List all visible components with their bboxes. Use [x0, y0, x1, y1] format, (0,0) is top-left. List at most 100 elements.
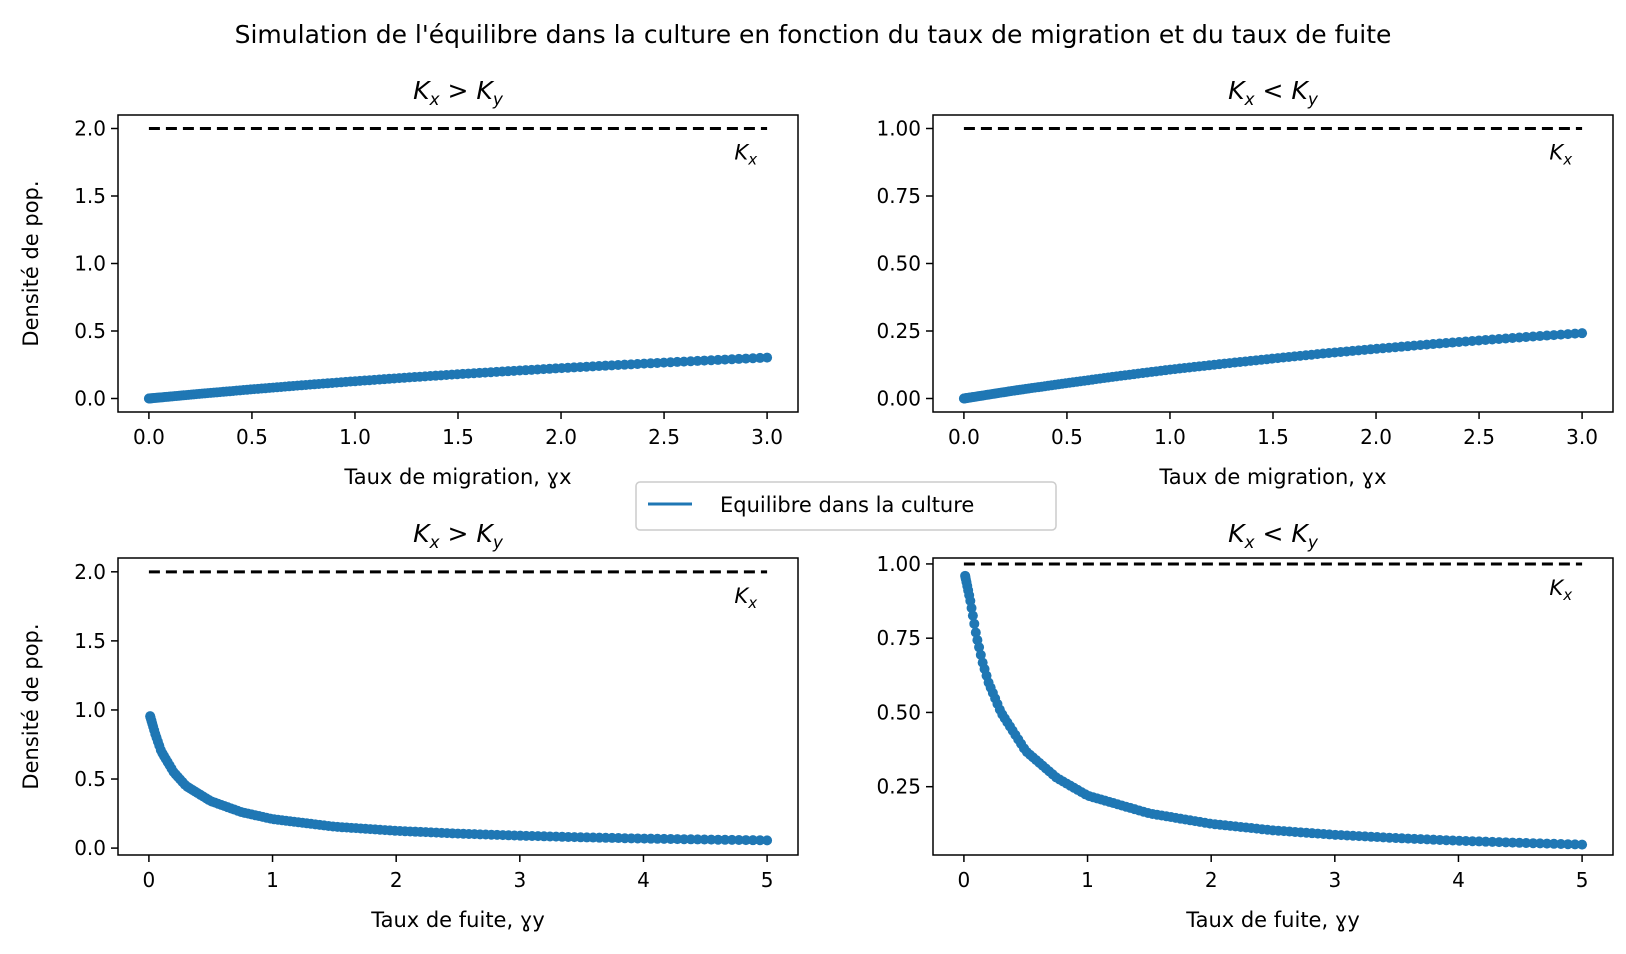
data-point — [1562, 839, 1573, 850]
x-tick-label: 3 — [1328, 868, 1341, 892]
kx-reference-label: Kx — [1549, 141, 1572, 169]
x-tick-label: 2 — [390, 868, 403, 892]
x-tick-label: 2.5 — [648, 425, 680, 449]
x-axis-label: Taux de fuite, ɣy — [370, 908, 545, 932]
y-tick-label: 1.00 — [876, 117, 921, 141]
x-tick-label: 1 — [266, 868, 279, 892]
series-1 — [143, 352, 773, 404]
subplot-2: Kx < Ky Kx 0.0 0.5 1.0 1.5 2.0 2.5 3.0 0.00 0.25 0.… — [876, 76, 1614, 489]
x-axis-label: Taux de migration, ɣx — [1158, 465, 1386, 489]
kx-reference-label: Kx — [734, 141, 757, 169]
y-tick-label: 2.0 — [74, 117, 106, 141]
y-tick-label: 2.0 — [74, 560, 106, 584]
y-tick-label: 0.00 — [876, 387, 921, 411]
subplot-title: Kx < Ky — [1228, 76, 1319, 110]
legend-label: Equilibre dans la culture — [720, 493, 974, 517]
y-tick-label: 0.25 — [876, 775, 921, 799]
data-point — [740, 835, 751, 846]
data-point — [967, 610, 978, 621]
data-point — [969, 618, 980, 629]
axes-frame — [932, 114, 1614, 413]
x-tick-label: 0.0 — [948, 425, 980, 449]
data-point — [970, 627, 981, 638]
data-point — [966, 602, 977, 613]
legend: Equilibre dans la culture — [635, 481, 1057, 531]
data-point — [720, 834, 731, 845]
x-tick-label: 0.0 — [133, 425, 165, 449]
data-point — [1548, 838, 1559, 849]
subplot-title: Kx > Ky — [413, 76, 504, 110]
y-tick-label: 1.5 — [74, 629, 106, 653]
y-tick-label: 0.75 — [876, 184, 921, 208]
x-tick-label: 1.5 — [442, 425, 474, 449]
axes-frame — [932, 557, 1614, 856]
series-1 — [145, 711, 773, 846]
subplot-3: Kx > Ky Kx 0 1 2 3 4 5 0.0 0.5 1.0 1.5 2.0 Taux de fu… — [19, 519, 799, 932]
kx-reference-label: Kx — [734, 584, 757, 612]
axes-frame — [117, 114, 799, 413]
x-tick-label: 0 — [143, 868, 156, 892]
data-point — [974, 642, 985, 653]
data-point — [1570, 839, 1581, 850]
x-tick-label: 4 — [637, 868, 650, 892]
x-tick-label: 1.5 — [1257, 425, 1289, 449]
data-point — [733, 353, 744, 364]
axes-frame — [117, 557, 799, 856]
x-tick-label: 1 — [1081, 868, 1094, 892]
data-point — [1541, 838, 1552, 849]
data-point — [1555, 838, 1566, 849]
y-tick-label: 0.75 — [876, 626, 921, 650]
x-tick-label: 2.0 — [1360, 425, 1392, 449]
data-point — [733, 834, 744, 845]
kx-reference-label: Kx — [1549, 576, 1572, 604]
figure-suptitle: Simulation de l'équilibre dans la cultur… — [235, 20, 1392, 49]
data-point — [975, 649, 986, 660]
x-tick-label: 0.5 — [236, 425, 268, 449]
subplot-1: Kx > Ky Kx 0.0 0.5 1.0 1.5 2.0 2.5 3.0 0.0 0.5 1.0 1… — [19, 76, 799, 489]
y-tick-label: 0.5 — [74, 319, 106, 343]
y-tick-label: 1.5 — [74, 184, 106, 208]
y-tick-label: 0.0 — [74, 836, 106, 860]
y-tick-label: 1.00 — [876, 552, 921, 576]
x-tick-label: 1.0 — [1154, 425, 1186, 449]
y-tick-label: 0.5 — [74, 767, 106, 791]
data-point — [755, 835, 766, 846]
y-tick-label: 1.0 — [74, 252, 106, 276]
data-point — [1577, 328, 1588, 339]
y-tick-label: 0.0 — [74, 387, 106, 411]
legend-frame — [635, 481, 1057, 531]
y-axis-label: Densité de pop. — [19, 180, 43, 346]
data-point — [762, 835, 773, 846]
y-tick-label: 0.50 — [876, 252, 921, 276]
y-tick-label: 0.25 — [876, 319, 921, 343]
x-tick-label: 2.0 — [545, 425, 577, 449]
x-tick-label: 4 — [1452, 868, 1465, 892]
x-tick-label: 2 — [1205, 868, 1218, 892]
x-tick-label: 3 — [513, 868, 526, 892]
x-tick-label: 2.5 — [1463, 425, 1495, 449]
data-point — [747, 835, 758, 846]
x-tick-label: 3.0 — [751, 425, 783, 449]
x-tick-label: 0 — [958, 868, 971, 892]
data-point — [1569, 328, 1580, 339]
x-axis-label: Taux de fuite, ɣy — [1185, 908, 1360, 932]
data-point — [1577, 839, 1588, 850]
y-tick-label: 1.0 — [74, 698, 106, 722]
subplot-4: Kx < Ky Kx 0 1 2 3 4 5 0.25 0.50 0.75 1.00 Taux de f… — [876, 519, 1614, 932]
data-point — [762, 352, 773, 363]
data-point — [713, 834, 724, 845]
y-axis-label: Densité de pop. — [19, 623, 43, 789]
x-tick-label: 1.0 — [339, 425, 371, 449]
subplot-title: Kx < Ky — [1228, 519, 1319, 553]
x-tick-label: 3.0 — [1566, 425, 1598, 449]
x-axis-label: Taux de migration, ɣx — [343, 465, 571, 489]
x-tick-label: 5 — [1576, 868, 1589, 892]
data-point — [740, 353, 751, 364]
subplots-container: Kx > Ky Kx 0.0 0.5 1.0 1.5 2.0 2.5 3.0 0.0 0.5 1.0 1… — [19, 76, 1614, 932]
series-1 — [960, 570, 1588, 850]
y-tick-label: 0.50 — [876, 700, 921, 724]
data-point — [726, 834, 737, 845]
data-point — [754, 352, 765, 363]
data-point — [747, 353, 758, 364]
